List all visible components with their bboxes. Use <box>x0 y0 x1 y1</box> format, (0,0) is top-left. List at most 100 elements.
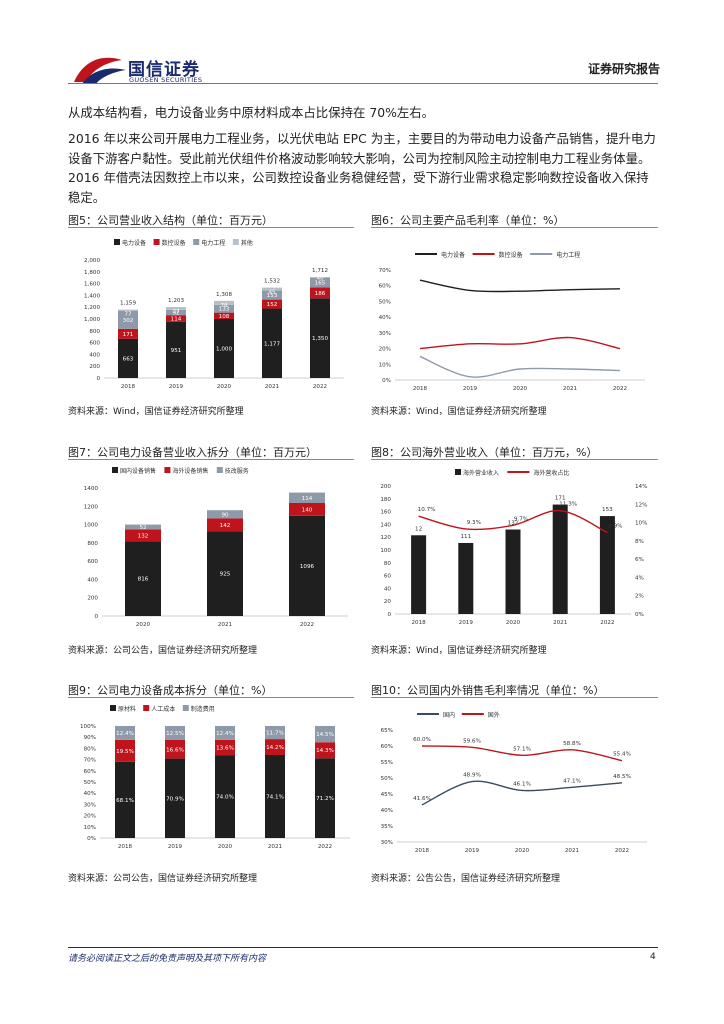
fig9-ytick: 100% <box>80 724 96 730</box>
fig5-total-label: 1,712 <box>312 268 328 274</box>
fig8-series-line <box>418 509 608 534</box>
fig5-data-label: 133 <box>219 307 230 313</box>
fig10-ytick: 35% <box>381 824 393 830</box>
fig7-source: 资料来源：公司公告，国信证券经济研究所整理 <box>68 646 258 656</box>
guosen-logo: 国信证券 GUOSEN SECURITIES <box>72 52 232 86</box>
fig6-title: 图6：公司主要产品毛利率（单位：%） <box>371 214 565 227</box>
fig5-data-label: 77 <box>124 312 132 318</box>
fig5-bar-segment <box>310 298 330 378</box>
fig5-total-label: 1,308 <box>216 292 232 298</box>
fig10-data-label: 48.9% <box>463 773 481 779</box>
fig9-data-label: 71.2% <box>316 796 334 802</box>
fig9-data-label: 19.5% <box>116 749 134 755</box>
fig5-bar-segment <box>118 328 138 339</box>
fig9-bar-segment <box>315 758 335 838</box>
fig7-legend-swatch <box>112 467 118 473</box>
fig5-legend-swatch <box>114 239 120 245</box>
fig8-bar-label: 132 <box>508 521 519 527</box>
fig6-ytick: 40% <box>379 315 391 321</box>
page-number: 4 <box>650 952 656 962</box>
fig7-ytick: 1000 <box>84 523 99 529</box>
fig5-total-label: 1,532 <box>264 279 280 285</box>
fig9-data-label: 14.3% <box>316 748 334 754</box>
footer-disclaimer: 请务必阅读正文之后的免责声明及其项下所有内容 <box>68 954 267 964</box>
logo-company-en: GUOSEN SECURITIES <box>129 76 203 84</box>
fig5-data-label: 1,177 <box>264 341 280 347</box>
fig5-xtick: 2021 <box>265 384 280 390</box>
fig9-data-label: 14.5% <box>316 732 334 738</box>
fig5-bar-segment <box>118 309 138 311</box>
fig9-data-label: 12.4% <box>216 731 234 737</box>
fig9-data-label: 12.4% <box>116 731 134 737</box>
fig6-ytick: 10% <box>379 362 391 368</box>
fig7-chart: 0 200 400 600 800 1000 1200 1400 2020 2021 2022 国内设… <box>84 467 348 628</box>
fig9-legend-label: 人工成本 <box>151 705 175 713</box>
logo-company-cn: 国信证券 <box>128 60 200 80</box>
fig7-bar-segment <box>289 515 325 616</box>
fig8-line-label: 8.9% <box>608 524 622 530</box>
fig7-ytick: 600 <box>87 559 98 565</box>
fig6-xtick: 2022 <box>613 386 627 392</box>
fig6-series-line <box>419 336 621 350</box>
fig10-title: 图10：公司国内外销售毛利率情况（单位：%） <box>371 684 605 697</box>
fig10-xtick: 2019 <box>465 848 480 854</box>
fig7-legend-label: 技改服务 <box>225 467 249 475</box>
fig8-legend-swatch <box>455 469 461 475</box>
fig9-xtick: 2020 <box>218 844 233 850</box>
fig8-xtick: 2021 <box>553 620 568 626</box>
fig9-ytick: 50% <box>84 780 96 786</box>
fig10-data-label: 57.1% <box>513 746 531 752</box>
fig6-series-line <box>419 355 621 378</box>
fig6-series-line <box>419 279 621 293</box>
fig8-ytick: 60 <box>384 574 392 580</box>
fig8-bar <box>599 516 615 614</box>
fig7-bar-segment <box>289 502 325 516</box>
fig8-bar-label: 12 <box>415 526 422 532</box>
fig9-bar-segment <box>215 755 235 838</box>
fig7-ytick: 400 <box>87 577 98 583</box>
fig5-bar-segment <box>262 299 282 309</box>
fig9-legend-swatch <box>143 705 150 711</box>
fig8-ytick: 100 <box>380 548 391 554</box>
fig8-legend-label: 海外营收占比 <box>533 469 569 477</box>
fig5-xtick: 2020 <box>217 384 232 390</box>
fig6-ytick: 60% <box>379 284 391 290</box>
fig10-ytick: 30% <box>381 840 393 846</box>
fig10-ytick: 50% <box>381 776 393 782</box>
fig6-xtick: 2020 <box>513 386 528 392</box>
fig9-data-label: 16.6% <box>166 747 184 753</box>
fig6-source: 资料来源：Wind，国信证券经济研究所整理 <box>371 407 547 417</box>
fig9-ytick: 20% <box>84 814 96 820</box>
fig8-line-label: 9.3% <box>467 520 481 526</box>
fig6-rule <box>371 227 658 228</box>
fig8-ytick: 80 <box>384 561 392 567</box>
fig8-line-label: 9.7% <box>514 516 528 522</box>
fig5-bar-segment <box>214 300 234 305</box>
fig5-ytick: 1,000 <box>84 317 100 323</box>
fig8-bar-label: 171 <box>555 496 566 502</box>
fig5-data-label: 114 <box>171 317 182 323</box>
fig5-bar-segment <box>310 287 330 299</box>
fig7-data-label: 140 <box>302 507 313 513</box>
fig9-ytick: 10% <box>84 825 96 831</box>
fig5-bar-segment <box>214 312 234 319</box>
fig10-series-line <box>421 780 623 806</box>
fig10-data-label: 48.5% <box>613 774 631 780</box>
fig7-legend-label: 海外设备销售 <box>172 467 208 475</box>
fig7-data-label: 114 <box>302 496 313 502</box>
fig9-ytick: 80% <box>84 746 96 752</box>
fig6-xtick: 2021 <box>563 386 578 392</box>
fig5-chart: 0 200 400 600 800 1,000 1,200 1,400 1,600 1,800 2,… <box>84 239 344 390</box>
fig5-legend-swatch <box>232 239 239 245</box>
fig8-xtick: 2019 <box>459 620 474 626</box>
fig10-ytick: 65% <box>381 728 393 734</box>
fig9-xtick: 2022 <box>318 844 332 850</box>
fig5-rule <box>68 227 354 228</box>
fig7-legend-label: 国内设备销售 <box>120 467 156 475</box>
fig7-ytick: 800 <box>87 541 98 547</box>
fig7-ytick: 0 <box>94 614 98 620</box>
fig5-ytick: 2,000 <box>84 258 100 264</box>
fig10-source: 资料来源：公告公告，国信证券经济研究所整理 <box>371 874 561 884</box>
fig9-data-label: 70.9% <box>166 796 184 802</box>
fig8-ytick: 14% <box>635 484 647 490</box>
